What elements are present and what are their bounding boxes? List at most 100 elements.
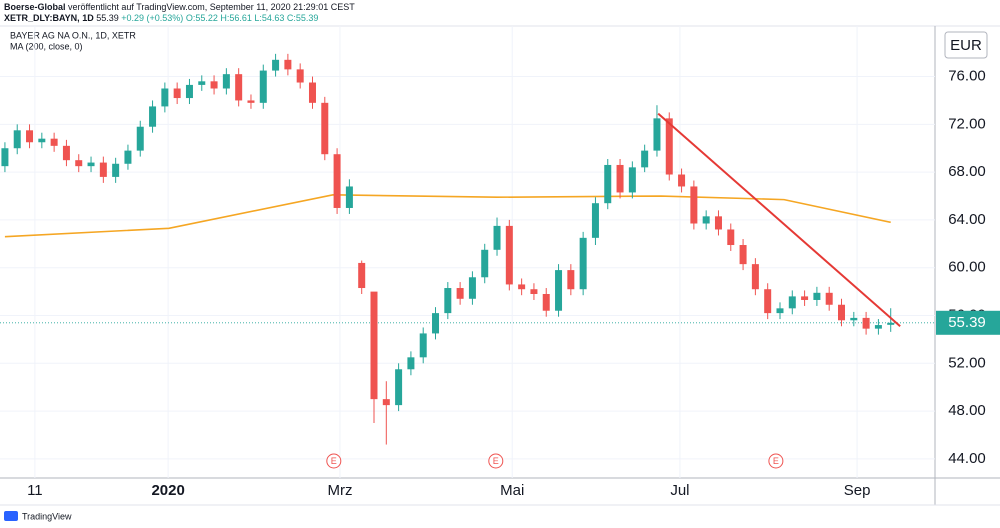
candle-body <box>161 88 169 107</box>
candle-body <box>628 167 636 193</box>
moving-average <box>4 194 891 238</box>
candle-body <box>604 164 612 204</box>
candle-body <box>702 216 710 224</box>
candle-body <box>407 357 415 370</box>
candle-body <box>382 399 390 406</box>
y-tick-label: 52.00 <box>948 354 986 371</box>
author: Boerse-Global <box>4 2 66 12</box>
candle-body <box>764 289 772 314</box>
earnings-label: E <box>773 456 779 466</box>
candle-body <box>50 138 58 146</box>
candle-body <box>13 130 21 149</box>
earnings-marker <box>488 453 504 469</box>
y-tick-label: 48.00 <box>948 402 986 419</box>
candle-body <box>530 289 538 294</box>
candle-body <box>210 81 218 89</box>
candle-body <box>874 325 882 329</box>
ohlc: O:55.22 H:56.61 L:54.63 C:55.39 <box>186 13 319 23</box>
candle-body <box>727 229 735 246</box>
x-tick-label: Sep <box>844 482 871 499</box>
candle-body <box>235 74 243 101</box>
x-tick-label: Jul <box>670 482 689 499</box>
candle-body <box>801 296 809 300</box>
candle-body <box>419 333 427 358</box>
published: veröffentlicht auf TradingView.com, Sept… <box>68 2 355 12</box>
candle-body <box>333 154 341 208</box>
footer-brand: TradingView <box>22 511 72 521</box>
candle-body <box>444 288 452 314</box>
candle-body <box>308 82 316 103</box>
candle-body <box>173 88 181 99</box>
x-tick-label: Mai <box>500 482 524 499</box>
candle-body <box>62 145 70 161</box>
candle-body <box>481 249 489 278</box>
earnings-marker <box>768 453 784 469</box>
currency: EUR <box>950 37 982 54</box>
x-tick-label: Mrz <box>327 482 352 499</box>
candle-body <box>641 150 649 168</box>
candle-body <box>26 130 34 143</box>
candle-body <box>567 270 575 290</box>
candle-body <box>838 304 845 321</box>
candle-body <box>321 102 329 155</box>
candle-body <box>370 291 378 400</box>
candle-body <box>136 126 144 151</box>
legend-symbol: BAYER AG NA O.N., 1D, XETR <box>10 30 136 40</box>
candle-body <box>395 369 403 406</box>
y-tick-label: 72.00 <box>948 115 986 132</box>
price-label: 55.39 <box>948 314 986 331</box>
candle-body <box>75 160 83 167</box>
candle-body <box>678 174 686 187</box>
trendline <box>657 112 901 328</box>
candle-body <box>739 245 747 265</box>
candle-body <box>247 100 255 103</box>
earnings-marker <box>326 453 342 469</box>
candle-body <box>284 59 292 70</box>
y-tick-label: 60.00 <box>948 259 986 276</box>
candle-body <box>616 164 624 193</box>
candle-body <box>124 150 132 164</box>
legend-ma: MA (200, close, 0) <box>10 41 83 51</box>
price-box <box>936 310 1000 335</box>
plot: 44.0048.0052.0056.0060.0064.0068.0072.00… <box>0 26 986 499</box>
candle-body <box>887 322 895 325</box>
candle-body <box>518 284 526 290</box>
symbol-line: XETR_DLY:BAYN, 1D 55.39 +0.29 (+0.53%) O… <box>4 13 318 23</box>
candle-body <box>112 163 120 177</box>
y-tick-label: 64.00 <box>948 211 986 228</box>
candle-body <box>272 59 280 71</box>
candle-body <box>542 294 550 311</box>
candle-body <box>862 317 870 329</box>
candle-body <box>296 69 304 83</box>
change: +0.29 (+0.53%) <box>121 13 183 23</box>
candle-body <box>198 81 206 85</box>
x-tick-label: 11 <box>27 482 43 499</box>
candle-body <box>358 262 366 289</box>
candle-body <box>345 186 353 208</box>
earnings-label: E <box>331 456 337 466</box>
candle-body <box>1 148 9 167</box>
candle-body <box>222 74 230 89</box>
candle-body <box>653 118 661 151</box>
candle-body <box>149 106 157 127</box>
candle-body <box>751 264 759 290</box>
candle-body <box>776 308 784 314</box>
candle-body <box>690 186 698 224</box>
earnings-label: E <box>493 456 499 466</box>
candle-body <box>259 70 267 103</box>
x-tick-label: 2020 <box>151 482 184 499</box>
candle-body <box>185 84 193 99</box>
header-line: Boerse-Global veröffentlicht auf Trading… <box>4 2 355 12</box>
candle-body <box>87 162 95 167</box>
logo <box>4 511 18 521</box>
symbol: XETR_DLY:BAYN, 1D <box>4 13 94 23</box>
candle-body <box>38 138 46 143</box>
y-tick-label: 44.00 <box>948 450 986 467</box>
currency-box[interactable] <box>944 31 988 59</box>
candle-body <box>591 203 599 238</box>
y-tick-label: 76.00 <box>948 68 986 85</box>
candle-body <box>788 296 796 309</box>
y-tick-label: 68.00 <box>948 163 986 180</box>
